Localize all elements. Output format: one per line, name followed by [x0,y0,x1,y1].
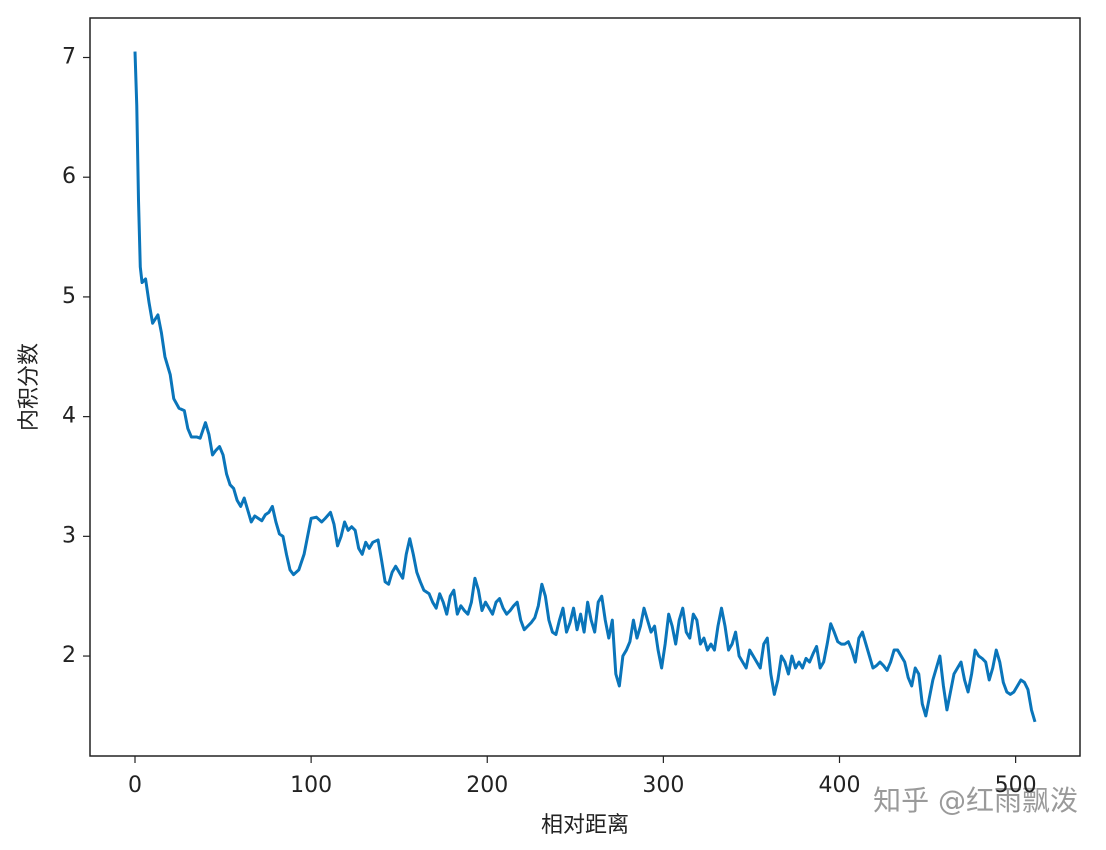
x-tick-label: 0 [128,773,142,798]
y-tick-label: 5 [62,284,76,309]
plot-frame [89,17,1081,757]
y-tick-label: 7 [62,45,76,70]
data-line [133,51,1037,723]
y-tick-label: 3 [62,523,76,548]
y-tick-label: 4 [62,404,76,429]
x-tick-label: 400 [819,773,861,798]
x-tick-label: 100 [290,773,332,798]
x-tick-label: 300 [642,773,684,798]
watermark: 知乎 @红雨飘泼 [873,784,1078,817]
y-tick-label: 2 [62,643,76,668]
x-tick-label: 200 [466,773,508,798]
y-tick-label: 6 [62,164,76,189]
x-tick-label: 500 [995,773,1037,798]
x-axis-label: 相对距离 [541,813,629,838]
y-axis-label: 内积分数 [17,343,42,431]
